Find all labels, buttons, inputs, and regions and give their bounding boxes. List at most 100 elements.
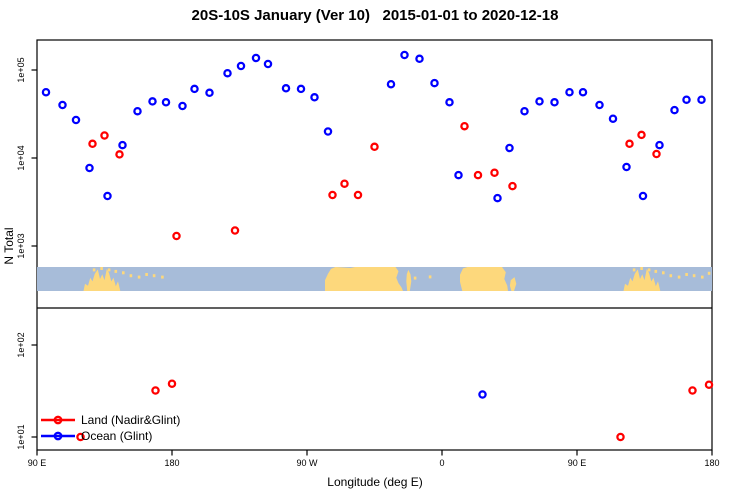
data-point xyxy=(682,95,691,104)
land-island-speck xyxy=(92,268,96,272)
land-island-speck xyxy=(100,267,103,270)
data-point xyxy=(328,190,337,200)
land-island-speck xyxy=(654,269,658,273)
data-point xyxy=(296,84,306,94)
data-point xyxy=(103,191,112,201)
y-axis-label: N Total xyxy=(2,227,16,265)
data-point xyxy=(508,181,517,191)
data-point xyxy=(655,140,664,150)
data-point xyxy=(490,168,499,177)
data-point xyxy=(652,149,661,159)
data-point xyxy=(263,59,273,69)
data-point xyxy=(638,191,648,201)
land-island-speck xyxy=(685,273,688,276)
data-point xyxy=(323,127,333,136)
data-point xyxy=(71,115,81,125)
land-island-speck xyxy=(640,267,643,270)
y-tick-label: 1e+05 xyxy=(16,57,26,82)
data-point xyxy=(76,432,85,442)
data-point xyxy=(622,162,631,172)
land-island-speck xyxy=(129,274,133,278)
data-point xyxy=(133,106,142,116)
data-point xyxy=(205,88,214,98)
data-point xyxy=(505,143,514,153)
data-point xyxy=(550,98,559,107)
land-island-speck xyxy=(114,269,118,273)
land-polygon xyxy=(83,268,121,291)
data-point xyxy=(88,139,97,149)
data-point xyxy=(493,193,502,203)
data-point xyxy=(167,379,177,388)
land-island-speck xyxy=(428,275,432,279)
ocean-marker-icon xyxy=(41,431,75,441)
y-tick-label: 1e+03 xyxy=(16,233,26,258)
data-point xyxy=(454,170,463,180)
data-point xyxy=(565,87,574,97)
data-point xyxy=(190,84,199,94)
data-point xyxy=(445,98,454,107)
legend: Land (Nadir&Glint) Ocean (Glint) xyxy=(40,412,180,444)
plot-border xyxy=(36,39,713,451)
legend-item-land: Land (Nadir&Glint) xyxy=(40,412,180,428)
y-tick-label: 1e+01 xyxy=(16,424,26,449)
data-point xyxy=(535,97,544,106)
land-marker-icon xyxy=(41,415,75,425)
data-point xyxy=(310,93,319,102)
data-point xyxy=(251,53,261,63)
data-point xyxy=(595,100,604,110)
y-tick-label: 1e+02 xyxy=(16,332,26,357)
land-polygon xyxy=(509,277,517,291)
data-point xyxy=(353,190,363,200)
legend-label-ocean: Ocean (Glint) xyxy=(81,429,153,443)
data-point xyxy=(625,139,634,149)
data-point xyxy=(704,380,714,389)
land-island-speck xyxy=(701,275,704,279)
land-island-speck xyxy=(413,276,417,280)
land-island-speck xyxy=(137,275,141,279)
data-point xyxy=(473,170,483,180)
data-point xyxy=(460,121,469,131)
land-island-speck xyxy=(632,268,636,272)
data-point xyxy=(281,84,291,93)
data-point xyxy=(115,150,124,159)
series-land xyxy=(76,121,714,442)
data-point xyxy=(578,87,588,97)
data-point xyxy=(688,386,697,395)
data-point xyxy=(386,79,396,89)
data-point xyxy=(697,95,706,104)
x-tick-label: 90 E xyxy=(28,458,47,468)
legend-item-ocean: Ocean (Glint) xyxy=(40,428,180,444)
land-island-speck xyxy=(662,271,665,275)
y-tick-label: 1e+04 xyxy=(16,145,26,170)
land-polygon xyxy=(325,267,403,291)
data-point xyxy=(637,130,646,140)
land-polygon xyxy=(406,269,412,291)
data-point xyxy=(148,97,157,106)
land-island-speck xyxy=(122,271,125,275)
data-point xyxy=(161,98,171,107)
data-point xyxy=(236,61,246,71)
data-point xyxy=(151,386,160,395)
data-point xyxy=(520,106,529,116)
data-point xyxy=(608,114,618,123)
data-point xyxy=(400,50,409,60)
land-island-speck xyxy=(707,271,711,275)
land-island-speck xyxy=(145,273,148,276)
data-point xyxy=(340,179,349,188)
data-point xyxy=(478,390,487,399)
x-axis: 90 E 180 90 W 0 90 E 180 xyxy=(28,450,720,468)
land-island-speck xyxy=(152,274,156,278)
data-point xyxy=(85,163,94,173)
data-point xyxy=(58,100,67,110)
x-tick-label: 180 xyxy=(704,458,719,468)
world-map-band xyxy=(37,267,712,291)
legend-label-land: Land (Nadir&Glint) xyxy=(81,413,181,427)
x-tick-label: 0 xyxy=(439,458,444,468)
land-polygon xyxy=(460,267,508,291)
series-ocean xyxy=(41,50,706,399)
data-point xyxy=(430,78,439,88)
data-point xyxy=(230,226,240,235)
land-island-speck xyxy=(647,268,651,272)
